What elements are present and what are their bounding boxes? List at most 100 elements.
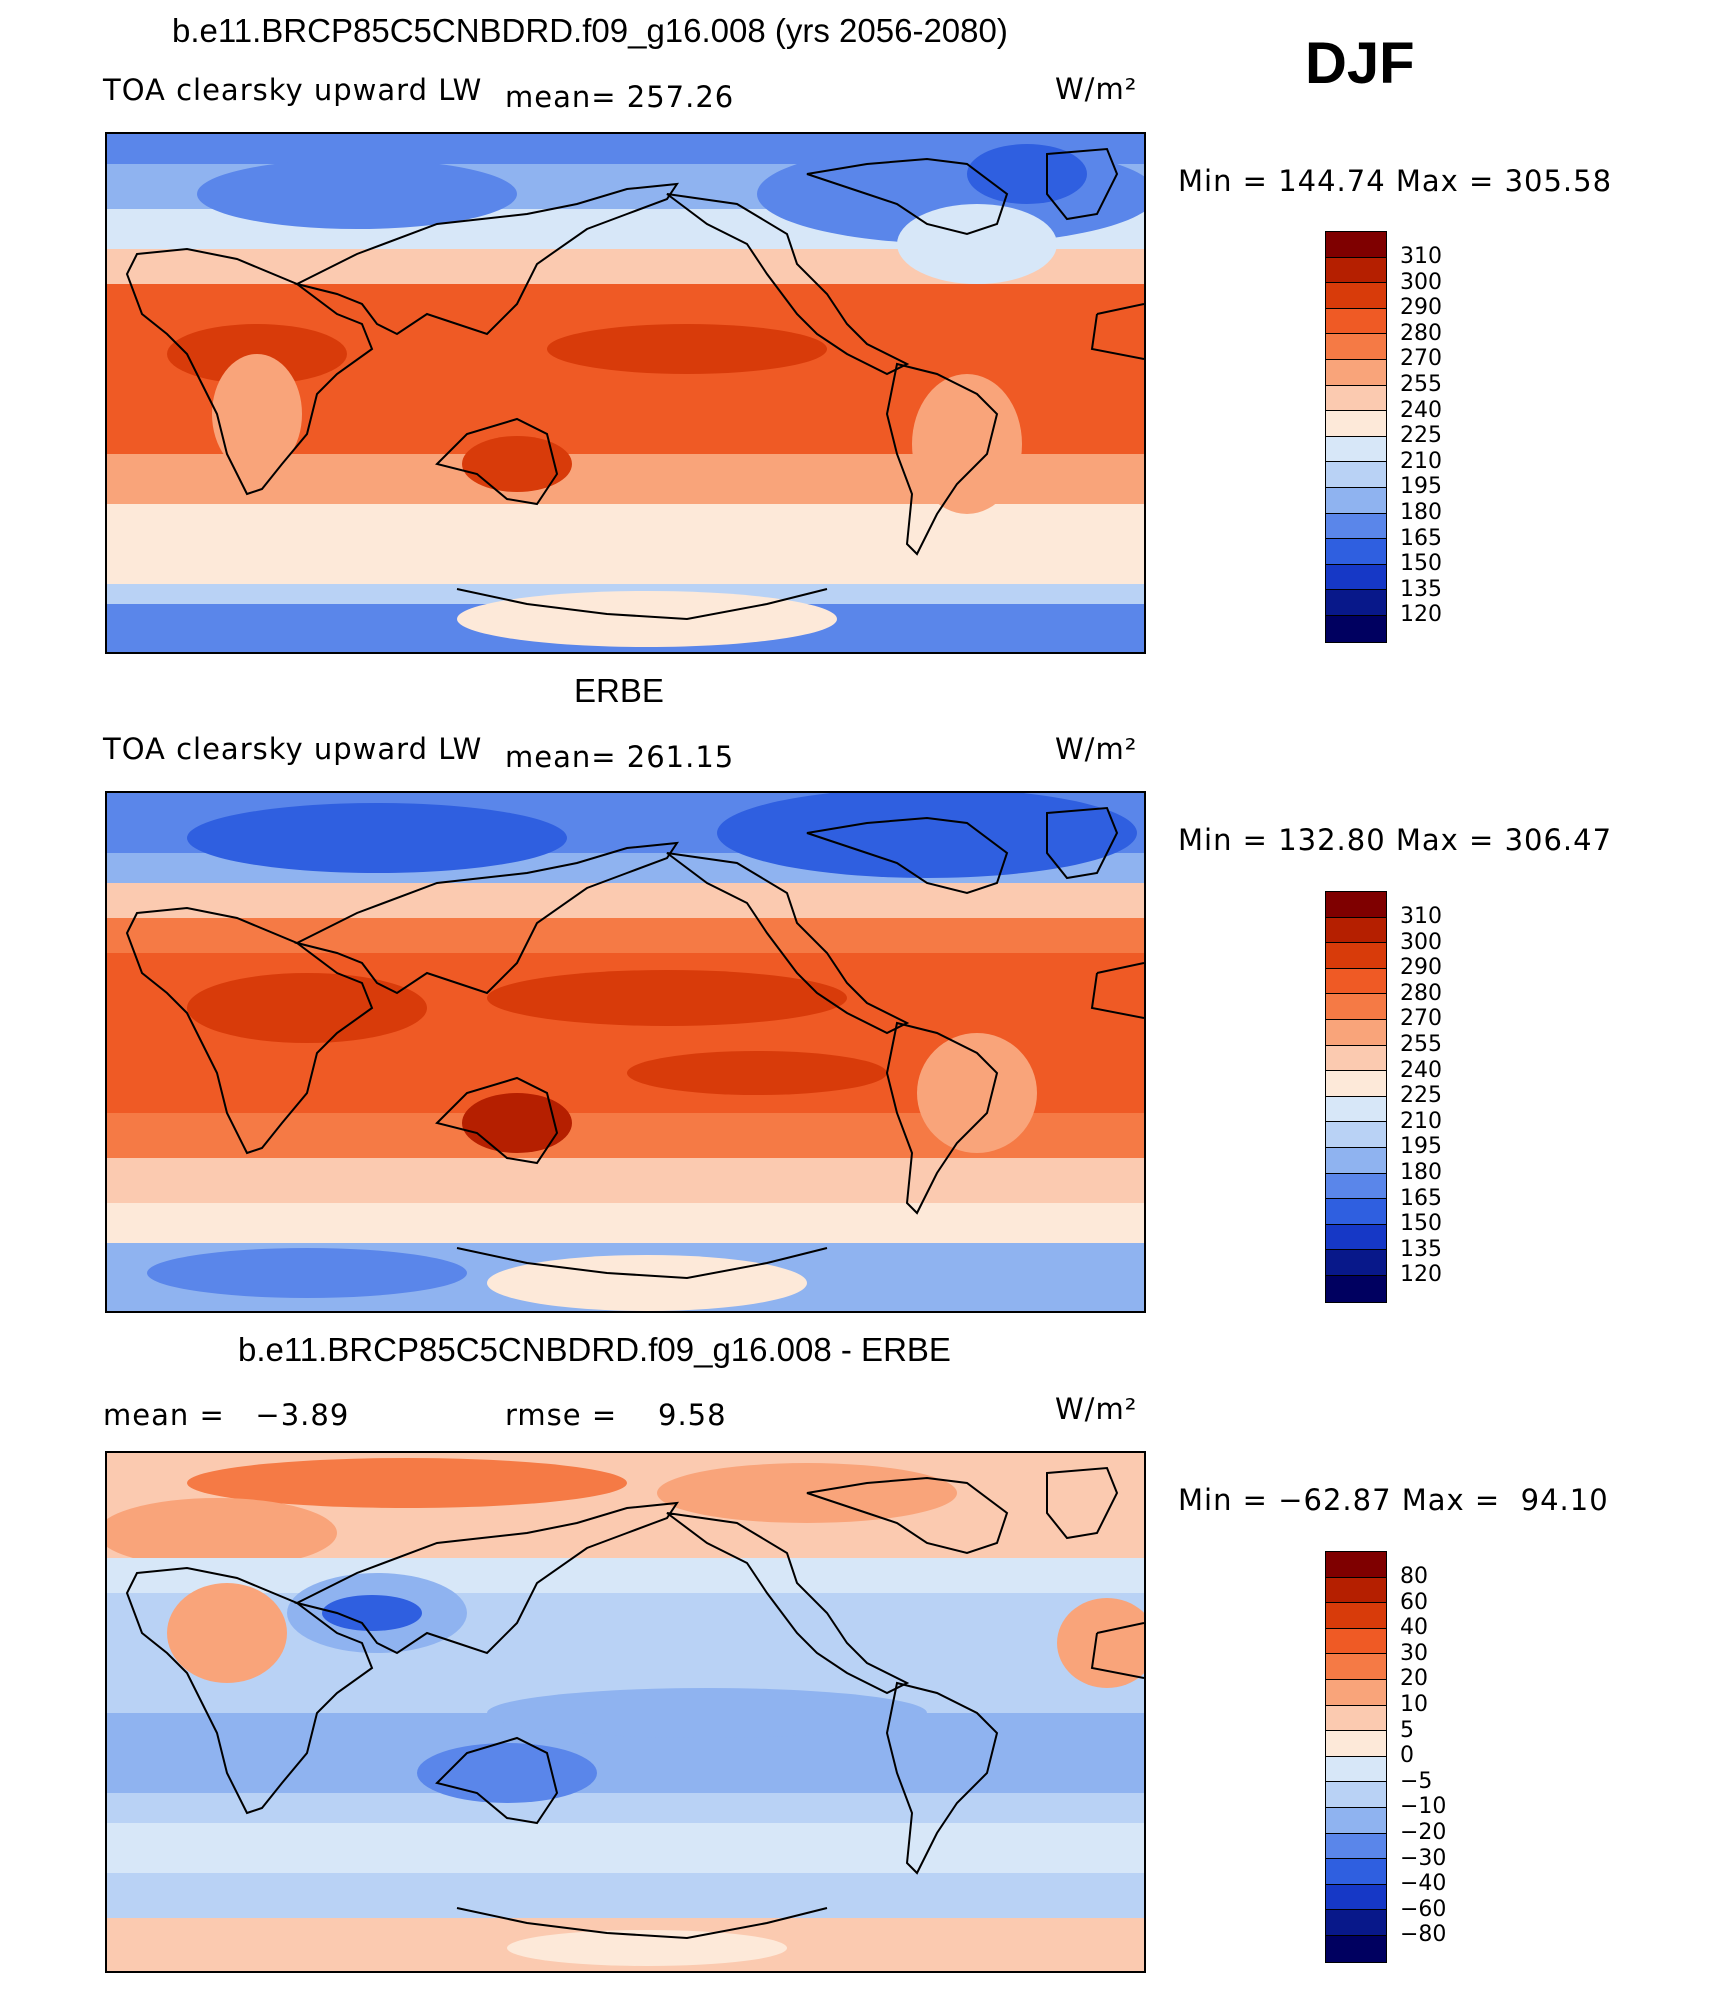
panel3-mean: mean = −3.89 [103,1398,350,1432]
colorbar-tick-label: 180 [1400,1159,1442,1185]
colorbar-swatch [1326,1756,1386,1783]
colorbar-swatch [1326,1603,1386,1629]
colorbar-swatch [1326,1071,1386,1097]
colorbar-tick-label: 120 [1400,1262,1442,1288]
colorbar-swatch [1326,308,1386,335]
colorbar-tick-label: 150 [1400,1211,1442,1237]
panel3-rmse: rmse = 9.58 [505,1398,727,1432]
colorbar-swatch [1326,1250,1386,1276]
colorbar-tick-label: 300 [1400,929,1442,955]
panel3-minmax: Min = −62.87 Max = 94.10 [1178,1483,1609,1517]
colorbar-tick-label: −20 [1400,1819,1447,1845]
colorbar-swatch [1326,1224,1386,1251]
colorbar-swatch [1326,917,1386,944]
colorbar-swatch [1326,994,1386,1020]
colorbar-swatch [1326,436,1386,463]
colorbar-swatch [1326,968,1386,995]
colorbar-swatch [1326,943,1386,969]
colorbar-tick-label: −80 [1400,1922,1447,1948]
colorbar-tick-label: 290 [1400,955,1442,981]
colorbar-tick-label: 195 [1400,1134,1442,1160]
panel1-minmax: Min = 144.74 Max = 305.58 [1178,164,1613,198]
panel1-colorbar [1325,231,1387,643]
colorbar-swatch [1326,1679,1386,1706]
colorbar-swatch [1326,283,1386,309]
colorbar-swatch [1326,1628,1386,1655]
colorbar-swatch [1326,1045,1386,1072]
colorbar-swatch [1326,564,1386,591]
colorbar-tick-label: 240 [1400,1057,1442,1083]
colorbar-tick-label: 255 [1400,371,1442,397]
colorbar-swatch [1326,385,1386,412]
panel1-colorbar-labels: 310 300 290 280 270 255 240 225 210 195 180 165 150 1… [1400,244,1442,628]
colorbar-tick-label: 210 [1400,1108,1442,1134]
colorbar-tick-label: 40 [1400,1615,1428,1641]
colorbar-swatch [1326,1019,1386,1046]
colorbar-tick-label: 195 [1400,474,1442,500]
colorbar-tick-label: 10 [1400,1691,1428,1717]
colorbar-swatch [1326,1122,1386,1148]
colorbar-swatch [1326,1199,1386,1225]
colorbar-tick-label: −60 [1400,1896,1447,1922]
colorbar-swatch [1326,257,1386,284]
colorbar-tick-label: 310 [1400,244,1442,269]
colorbar-swatch [1326,359,1386,386]
panel2-map [105,791,1146,1313]
colorbar-tick-label: 135 [1400,1236,1442,1262]
panel2-title: ERBE [574,672,664,709]
colorbar-tick-label: 240 [1400,397,1442,423]
colorbar-swatch [1326,892,1386,918]
colorbar-tick-label: 270 [1400,346,1442,372]
colorbar-tick-label: −10 [1400,1794,1447,1820]
panel3-map-field [107,1453,1144,1971]
colorbar-tick-label: 60 [1400,1589,1428,1615]
colorbar-tick-label: 30 [1400,1640,1428,1666]
panel3-colorbar [1325,1551,1387,1963]
colorbar-tick-label: 150 [1400,551,1442,577]
colorbar-tick-label: 255 [1400,1031,1442,1057]
colorbar-tick-label: 225 [1400,1083,1442,1109]
panel2-units: W/m² [1055,732,1138,766]
colorbar-tick-label: 135 [1400,576,1442,602]
colorbar-swatch [1326,1935,1386,1962]
panel3-map [105,1451,1146,1973]
colorbar-swatch [1326,539,1386,565]
colorbar-tick-label: 165 [1400,525,1442,551]
colorbar-swatch [1326,411,1386,437]
colorbar-swatch [1326,1859,1386,1885]
colorbar-swatch [1326,1833,1386,1860]
colorbar-tick-label: 5 [1400,1717,1414,1743]
panel2-variable: TOA clearsky upward LW [103,732,483,766]
colorbar-tick-label: 225 [1400,423,1442,449]
colorbar-tick-label: 280 [1400,980,1442,1006]
colorbar-tick-label: 310 [1400,904,1442,929]
panel1-mean: mean= 257.26 [505,80,735,114]
panel1-units: W/m² [1055,72,1138,106]
colorbar-tick-label: 280 [1400,320,1442,346]
panel2-minmax: Min = 132.80 Max = 306.47 [1178,823,1613,857]
colorbar-swatch [1326,1147,1386,1174]
colorbar-tick-label: 300 [1400,269,1442,295]
colorbar-swatch [1326,513,1386,540]
colorbar-swatch [1326,1731,1386,1757]
panel3-units: W/m² [1055,1392,1138,1426]
colorbar-tick-label: 0 [1400,1743,1414,1769]
colorbar-tick-label: 290 [1400,295,1442,321]
colorbar-swatch [1326,590,1386,616]
colorbar-swatch [1326,487,1386,514]
colorbar-swatch [1326,1884,1386,1911]
season-label: DJF [1305,31,1415,96]
colorbar-swatch [1326,1705,1386,1732]
panel1-variable: TOA clearsky upward LW [103,73,483,107]
colorbar-tick-label: 120 [1400,602,1442,628]
colorbar-tick-label: −5 [1400,1768,1433,1794]
colorbar-tick-label: 165 [1400,1185,1442,1211]
panel2-colorbar [1325,891,1387,1303]
panel3-colorbar-labels: 80 60 40 30 20 10 5 0 −5 −10 −20 −30 −40 −60 −80 [1400,1564,1446,1948]
panel2-map-field [107,793,1144,1311]
colorbar-tick-label: 210 [1400,448,1442,474]
panel2-mean: mean= 261.15 [505,740,735,774]
colorbar-swatch [1326,232,1386,258]
colorbar-tick-label: 20 [1400,1666,1428,1692]
panel2-colorbar-labels: 310 300 290 280 270 255 240 225 210 195 180 165 150 1… [1400,904,1442,1288]
